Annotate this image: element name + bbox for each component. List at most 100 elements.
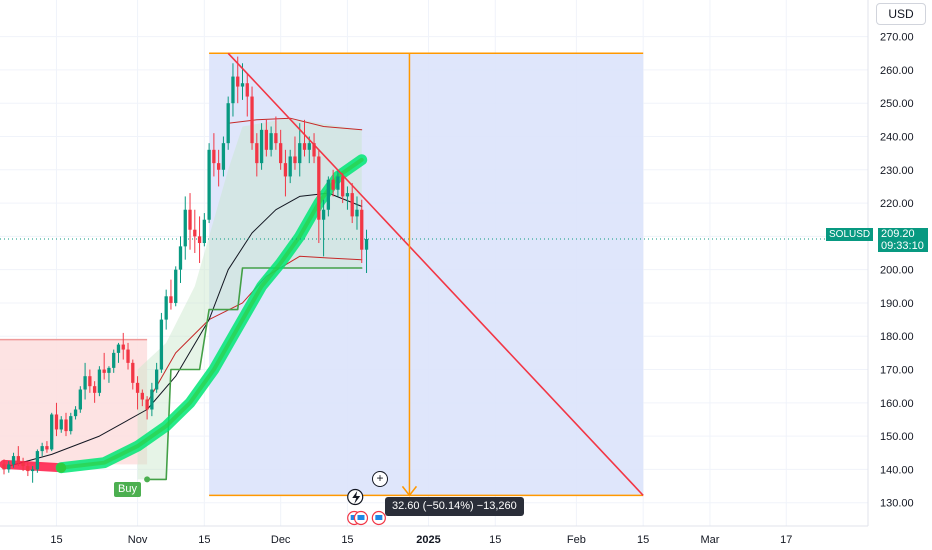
candle-body (188, 209, 192, 230)
candle-body (2, 464, 6, 470)
price-tick-label: 140.00 (880, 464, 914, 476)
time-tick-label: 15 (341, 534, 353, 546)
symbol-price-label: SOLUSD (826, 228, 874, 241)
candle-body (35, 451, 40, 470)
candle-body (312, 143, 316, 157)
candle-body (307, 143, 311, 150)
candle-body (97, 369, 102, 393)
currency-button[interactable]: USD (876, 3, 926, 25)
event-flag-mark (375, 515, 383, 520)
candle-body (269, 133, 273, 150)
candle-body (364, 239, 369, 250)
candles (2, 56, 369, 483)
time-tick-label: Dec (271, 534, 291, 546)
time-tick-label: 2025 (416, 534, 440, 546)
time-tick-label: Mar (700, 534, 719, 546)
candle-body (112, 352, 116, 368)
candle-body (30, 469, 35, 472)
candle-body (21, 462, 25, 467)
candle-body (40, 446, 44, 452)
price-tick-label: 230.00 (880, 165, 914, 177)
time-tick-label: 15 (637, 534, 649, 546)
candle-body (174, 269, 178, 303)
candle-body (279, 143, 283, 164)
price-tick-label: 130.00 (880, 498, 914, 510)
candle-body (131, 362, 135, 383)
candle-body (88, 376, 92, 387)
candle-body (126, 349, 130, 363)
candle-body (154, 369, 159, 390)
candle-body (150, 389, 154, 410)
black-moving-average (8, 192, 363, 467)
trend-fill (137, 118, 362, 480)
candle-body (50, 414, 54, 450)
candle-body (121, 344, 125, 350)
candle-body (169, 296, 173, 303)
candle-body (107, 367, 111, 373)
candle-body (145, 399, 149, 410)
candle-body (236, 76, 240, 87)
candle-body (298, 143, 302, 164)
candle-body (240, 83, 245, 87)
candle-body (197, 236, 202, 244)
candle-body (102, 369, 106, 373)
candle-body (317, 156, 321, 220)
candle-body (11, 456, 16, 465)
candle-body (274, 133, 278, 144)
candle-body (92, 386, 97, 393)
candle-body (59, 419, 63, 430)
candle-body (193, 229, 197, 237)
price-tick-label: 170.00 (880, 365, 914, 377)
buy-signal-label: Buy (114, 482, 141, 497)
candle-body (355, 209, 359, 217)
candle-body (135, 382, 140, 393)
candle-body (293, 156, 297, 164)
buy-signal-dot (144, 476, 151, 483)
target-arrow-head (401, 485, 418, 497)
time-tick-label: Nov (128, 534, 148, 546)
price-tick-label: 180.00 (880, 331, 914, 343)
event-flag-mark (357, 515, 365, 520)
candle-body (69, 416, 73, 432)
trend-line (227, 52, 644, 496)
candle-body (212, 149, 216, 164)
time-tick-label: 17 (780, 534, 792, 546)
price-tick-label: 220.00 (880, 198, 914, 210)
candle-body (341, 176, 345, 197)
candle-body (245, 83, 249, 97)
candle-body (73, 409, 78, 417)
candle-body (259, 129, 264, 164)
price-axis-bg (868, 0, 932, 550)
candle-body (345, 193, 350, 197)
add-drawing-icon[interactable]: + (372, 471, 388, 487)
measurement-label: 32.60 (−50.14%) −13,260 (385, 497, 524, 516)
red-zone (0, 339, 148, 465)
candle-body (336, 176, 340, 190)
candle-body (164, 296, 168, 320)
time-tick-label: 15 (50, 534, 62, 546)
time-tick-label: 15 (198, 534, 210, 546)
candle-body (16, 456, 20, 463)
price-tick-label: 200.00 (880, 265, 914, 277)
candle-body (231, 76, 235, 104)
candle-body (140, 392, 144, 400)
curve-junction (56, 462, 67, 473)
target-box (209, 53, 644, 496)
candle-body (331, 179, 335, 190)
candle-body (255, 143, 259, 164)
candle-body (78, 389, 82, 410)
candle-body (360, 209, 364, 250)
price-tick-label: 190.00 (880, 298, 914, 310)
candle-body (217, 163, 221, 170)
candle-body (226, 103, 230, 144)
drawings[interactable] (144, 52, 644, 526)
candle-body (45, 446, 49, 450)
last-price-label: 209.20 09:33:10 (878, 228, 928, 252)
time-tick-label: 15 (489, 534, 501, 546)
price-tick-label: 240.00 (880, 131, 914, 143)
last-price-value: 209.20 (881, 228, 915, 240)
candle-body (202, 219, 206, 244)
